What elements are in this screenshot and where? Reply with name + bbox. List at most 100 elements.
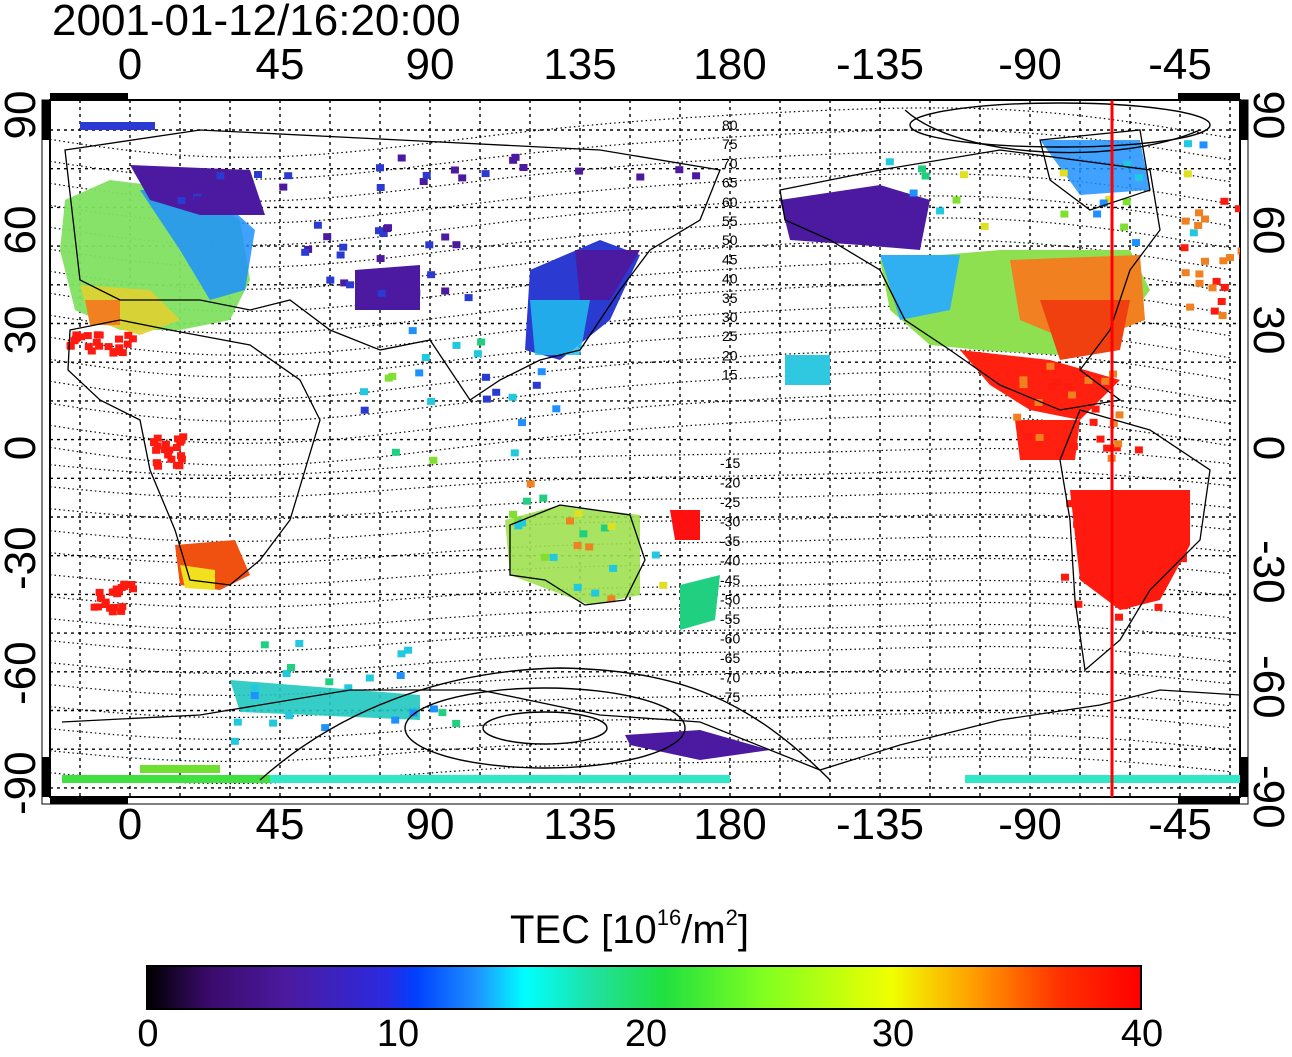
station-marker xyxy=(1093,210,1102,218)
station-marker xyxy=(1220,197,1229,205)
station-marker xyxy=(481,170,490,178)
lat-tick-right: 30 xyxy=(1244,305,1292,355)
station-marker xyxy=(1186,303,1195,311)
station-marker xyxy=(1019,376,1028,384)
patch-central-asia xyxy=(355,265,420,310)
station-marker xyxy=(1123,160,1132,168)
patch-iberia xyxy=(85,300,120,325)
station-marker xyxy=(1218,312,1227,320)
lat-tick-right: -30 xyxy=(1244,540,1292,604)
scattered-stations xyxy=(66,140,1240,745)
station-marker xyxy=(269,719,278,727)
station-marker xyxy=(573,583,582,591)
contour-label: 30 xyxy=(722,309,738,325)
contour-label: 60 xyxy=(722,194,738,210)
patch-antarctic-purple xyxy=(625,730,770,760)
station-marker xyxy=(651,551,660,559)
station-marker xyxy=(1089,418,1098,426)
station-marker xyxy=(152,446,161,454)
station-marker xyxy=(450,166,459,174)
station-marker xyxy=(340,279,349,287)
station-marker xyxy=(692,172,701,180)
strip-arctic xyxy=(80,122,155,130)
station-marker xyxy=(1052,378,1061,386)
strip-south-1 xyxy=(62,775,272,783)
station-marker xyxy=(150,439,159,447)
station-marker xyxy=(980,222,989,230)
contour-label: -35 xyxy=(720,533,740,549)
station-marker xyxy=(153,434,162,442)
station-marker xyxy=(193,196,202,204)
station-marker xyxy=(93,331,102,339)
station-marker xyxy=(1150,578,1159,586)
station-marker xyxy=(383,225,391,233)
station-marker xyxy=(1194,222,1203,229)
station-marker xyxy=(518,419,526,427)
contour-label: 40 xyxy=(722,271,738,287)
station-marker xyxy=(422,171,431,179)
station-marker xyxy=(391,448,400,456)
patch-usa-west xyxy=(880,255,960,320)
lon-tick-top: 90 xyxy=(405,40,455,89)
contour-label: -60 xyxy=(720,631,740,647)
station-marker xyxy=(90,603,99,611)
station-marker xyxy=(301,248,310,256)
coastlines xyxy=(61,129,1240,771)
strip-south-2 xyxy=(270,775,730,783)
patch-new-zealand xyxy=(680,575,720,630)
station-marker xyxy=(1195,279,1204,287)
lon-tick-bottom: 45 xyxy=(255,800,305,849)
station-marker xyxy=(415,369,424,377)
station-marker xyxy=(118,349,127,357)
station-marker xyxy=(172,444,181,451)
contour-label: 80 xyxy=(722,117,738,133)
lat-tick-left: 60 xyxy=(0,205,45,255)
lat-tick-left: 90 xyxy=(0,90,45,140)
coast-south-america xyxy=(1059,409,1211,672)
station-marker xyxy=(675,166,684,174)
station-marker xyxy=(1237,247,1240,255)
contour-label: -50 xyxy=(720,592,740,608)
station-marker xyxy=(172,461,181,469)
colorbar-tick: 10 xyxy=(376,1013,420,1055)
station-marker xyxy=(600,524,609,532)
station-marker xyxy=(427,271,436,279)
lon-tick-top: 45 xyxy=(255,40,305,89)
station-marker xyxy=(254,171,262,178)
station-marker xyxy=(523,497,531,505)
map-title: 2001-01-12/16:20:00 xyxy=(52,0,461,45)
station-marker xyxy=(161,440,170,448)
station-marker xyxy=(313,221,322,229)
lat-tick-right: 60 xyxy=(1244,205,1292,255)
colorbar-tick: 20 xyxy=(624,1013,668,1055)
station-marker xyxy=(936,207,945,215)
station-marker xyxy=(1112,444,1121,452)
station-marker xyxy=(336,251,345,259)
station-marker xyxy=(579,530,588,538)
contour-label: 65 xyxy=(722,175,738,191)
station-marker xyxy=(429,705,438,713)
station-marker xyxy=(1217,298,1226,305)
station-marker xyxy=(609,564,618,572)
station-marker xyxy=(123,340,132,348)
lat-tick-left: -90 xyxy=(0,751,45,815)
lon-tick-bottom: 135 xyxy=(543,800,617,849)
station-marker xyxy=(106,604,115,612)
lon-tick-bottom: 180 xyxy=(693,800,767,849)
station-marker xyxy=(419,178,428,185)
contour-label: 70 xyxy=(722,155,738,171)
station-marker xyxy=(160,446,169,454)
station-marker xyxy=(152,459,161,467)
station-marker xyxy=(1035,434,1044,441)
station-marker xyxy=(1146,551,1154,559)
station-marker xyxy=(295,640,304,647)
station-marker xyxy=(377,289,386,297)
station-marker xyxy=(1060,210,1069,218)
station-marker xyxy=(233,718,242,726)
station-marker xyxy=(429,456,438,464)
station-marker xyxy=(87,347,96,355)
station-marker xyxy=(885,158,894,166)
station-marker xyxy=(230,737,239,745)
station-marker xyxy=(1132,239,1140,247)
colorbar-title: TEC [1016/m2] xyxy=(510,905,750,952)
